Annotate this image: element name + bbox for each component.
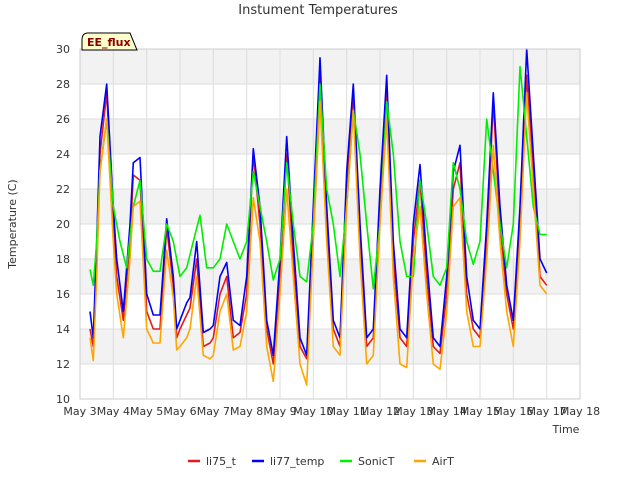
- x-tick-label: May 12: [360, 405, 400, 418]
- series-line-AirT: [89, 92, 548, 386]
- legend-label: AirT: [432, 455, 454, 468]
- x-tick-label: May 17: [527, 405, 567, 418]
- legend-label: li77_temp: [270, 455, 324, 468]
- series-layer: [89, 48, 548, 386]
- plot-frame: [79, 48, 581, 400]
- legend-label: SonicT: [358, 455, 395, 468]
- plot-band: [80, 119, 580, 154]
- series-line-li75_t: [89, 74, 548, 365]
- series-line-li77_temp: [89, 48, 548, 357]
- x-tick-label: May 15: [460, 405, 500, 418]
- y-tick-label: 16: [56, 288, 70, 301]
- y-tick-label: 20: [56, 218, 70, 231]
- y-tick-label: 26: [56, 113, 70, 126]
- y-tick-label: 30: [56, 43, 70, 56]
- y-tick-label: 22: [56, 183, 70, 196]
- axes: [79, 48, 581, 400]
- y-tick-label: 18: [56, 253, 70, 266]
- plot-band: [80, 49, 580, 84]
- chart-title: Instument Temperatures: [238, 3, 398, 18]
- x-tick-label: May 3: [63, 405, 96, 418]
- legend: li75_t li77_temp SonicT AirT: [188, 455, 454, 468]
- x-tick-label: May 13: [393, 405, 433, 418]
- x-tick-label: May 16: [493, 405, 533, 418]
- x-tick-label: May 14: [427, 405, 467, 418]
- x-tick-label: May 7: [197, 405, 230, 418]
- y-tick-label: 12: [56, 358, 70, 371]
- y-tick-label: 14: [56, 323, 70, 336]
- y-axis-label: Temperature (C): [6, 179, 19, 269]
- y-tick-label: 24: [56, 148, 70, 161]
- badge-shape: [81, 32, 138, 51]
- site-badge: EE_flux: [81, 32, 138, 51]
- series-line-SonicT: [89, 65, 547, 290]
- x-tick-label: May 18: [560, 405, 600, 418]
- x-tick-label: May 5: [130, 405, 163, 418]
- x-tick-label: May 9: [263, 405, 296, 418]
- x-tick-label: May 8: [230, 405, 263, 418]
- legend-label: li75_t: [206, 455, 237, 468]
- y-tick-label: 28: [56, 78, 70, 91]
- badge-label: EE_flux: [87, 36, 131, 49]
- y-tick-label: 10: [56, 393, 70, 406]
- x-axis-label: Time: [552, 423, 580, 436]
- x-tick-label: May 6: [163, 405, 196, 418]
- x-tick-label: May 11: [327, 405, 367, 418]
- plot-band: [80, 329, 580, 364]
- x-tick-label: May 4: [97, 405, 130, 418]
- x-tick-label: May 10: [293, 405, 333, 418]
